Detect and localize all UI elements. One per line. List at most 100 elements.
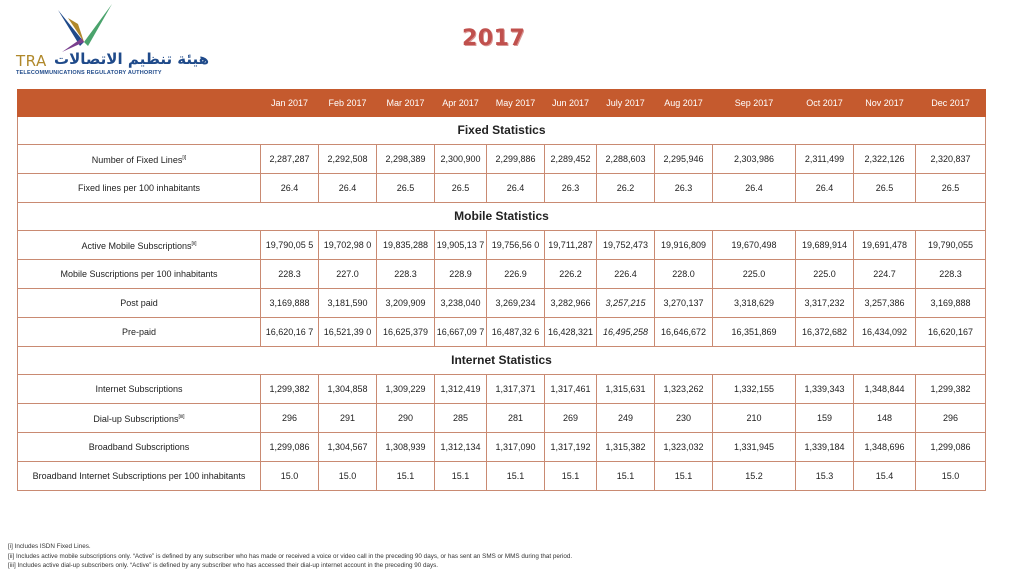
value-cell: 26.5 [853,173,916,203]
month-header-cell: Oct 2017 [795,89,854,117]
row-label: Dial-up Subscriptions[iii] [17,403,261,433]
value-cell: 1,299,382 [915,374,986,404]
value-cell: 1,339,184 [795,432,854,462]
month-header-row: Jan 2017 Feb 2017 Mar 2017 Apr 2017 May 2017… [17,89,986,117]
value-cell: 26.4 [712,173,796,203]
value-cell: 16,521,39 0 [318,317,377,347]
value-cell: 3,270,137 [654,288,713,318]
month-header-cell: May 2017 [486,89,545,117]
month-header-cell: Apr 2017 [434,89,487,117]
value-cell: 26.4 [486,173,545,203]
row-label-text: Internet Subscriptions [95,383,183,394]
value-cell: 16,351,869 [712,317,796,347]
value-cell: 1,315,631 [596,374,655,404]
row-label-text: Mobile Suscriptions per 100 inhabitants [60,268,218,279]
value-cell: 1,331,945 [712,432,796,462]
footnote-i: [i] Includes ISDN Fixed Lines. [8,543,91,550]
table-row-postpaid: Post paid 3,169,888 3,181,590 3,209,909 3,23… [17,288,986,318]
value-cell: 3,209,909 [376,288,435,318]
value-cell: 19,905,13 7 [434,230,487,260]
month-header-cell: Jun 2017 [544,89,597,117]
value-cell: 3,318,629 [712,288,796,318]
value-cell: 26.2 [596,173,655,203]
value-cell: 2,311,499 [795,144,854,174]
value-cell: 1,317,192 [544,432,597,462]
value-cell: 1,348,696 [853,432,916,462]
value-cell: 26.5 [376,173,435,203]
value-cell: 2,298,389 [376,144,435,174]
value-cell: 2,303,986 [712,144,796,174]
month-header-cell: Dec 2017 [915,89,986,117]
value-cell: 228.3 [260,259,319,289]
value-cell: 228.0 [654,259,713,289]
value-cell: 226.4 [596,259,655,289]
table-row-internet_subs: Internet Subscriptions 1,299,382 1,304,858… [17,374,986,404]
value-cell: 3,238,040 [434,288,487,318]
value-cell: 16,667,09 7 [434,317,487,347]
value-cell: 3,257,386 [853,288,916,318]
value-cell: 15.1 [596,461,655,491]
value-cell: 15.0 [260,461,319,491]
value-cell: 19,691,478 [853,230,916,260]
month-header-cell: July 2017 [596,89,655,117]
value-cell: 228.9 [434,259,487,289]
value-cell: 224.7 [853,259,916,289]
row-label-text: Pre-paid [121,326,157,337]
value-cell: 296 [260,403,319,433]
table-row-mobile_per100: Mobile Suscriptions per 100 inhabitants 2… [17,259,986,289]
value-cell: 210 [712,403,796,433]
footnotes: [i] Includes ISDN Fixed Lines. [ii] Incl… [8,542,572,571]
value-cell: 19,670,498 [712,230,796,260]
table-row-dialup: Dial-up Subscriptions[iii] 296 291 290 285 28… [17,403,986,433]
month-header-cell: Feb 2017 [318,89,377,117]
value-cell: 1,317,090 [486,432,545,462]
month-header-cell: Aug 2017 [654,89,713,117]
value-cell: 3,282,966 [544,288,597,318]
table-row-prepaid: Pre-paid 16,620,16 7 16,521,39 0 16,625,379… [17,317,986,347]
value-cell: 15.0 [915,461,986,491]
value-cell: 281 [486,403,545,433]
tra-emblem-icon [58,4,112,52]
value-cell: 290 [376,403,435,433]
value-cell: 2,299,886 [486,144,545,174]
value-cell: 148 [853,403,916,433]
value-cell: 227.0 [318,259,377,289]
table-row-mobile_active: Active Mobile Subscriptions[ii] 19,790,05… [17,230,986,260]
value-cell: 226.2 [544,259,597,289]
value-cell: 16,620,16 7 [260,317,319,347]
value-cell: 16,372,682 [795,317,854,347]
value-cell: 26.5 [434,173,487,203]
value-cell: 1,323,032 [654,432,713,462]
row-label: Fixed lines per 100 inhabitants [17,173,261,203]
value-cell: 16,487,32 6 [486,317,545,347]
value-cell: 26.4 [318,173,377,203]
value-cell: 1,312,419 [434,374,487,404]
footnote-ii: [ii] Includes active mobile subscription… [8,552,573,560]
logo-abbr: TRA [16,52,47,70]
value-cell: 15.1 [376,461,435,491]
value-cell: 1,304,858 [318,374,377,404]
row-label-text: Number of Fixed Lines [91,154,183,165]
value-cell: 16,495,258 [596,317,655,347]
value-cell: 1,339,343 [795,374,854,404]
value-cell: 15.1 [544,461,597,491]
value-cell: 3,169,888 [915,288,986,318]
value-cell: 269 [544,403,597,433]
value-cell: 2,287,287 [260,144,319,174]
row-label-text: Active Mobile Subscriptions [81,240,192,251]
value-cell: 15.1 [654,461,713,491]
value-cell: 1,323,262 [654,374,713,404]
tra-logo: TRA هيئة تنظيم الاتصالات TELECOMMUNICATI… [14,2,209,78]
footnote-marker: [ii] [191,240,197,247]
value-cell: 19,916,809 [654,230,713,260]
value-cell: 19,790,055 [915,230,986,260]
value-cell: 15.1 [486,461,545,491]
value-cell: 15.1 [434,461,487,491]
value-cell: 19,689,914 [795,230,854,260]
value-cell: 26.3 [654,173,713,203]
section-title-fixed: Fixed Statistics [17,116,986,145]
value-cell: 226.9 [486,259,545,289]
section-row-internet: Internet Statistics [17,346,986,375]
value-cell: 159 [795,403,854,433]
value-cell: 15.4 [853,461,916,491]
